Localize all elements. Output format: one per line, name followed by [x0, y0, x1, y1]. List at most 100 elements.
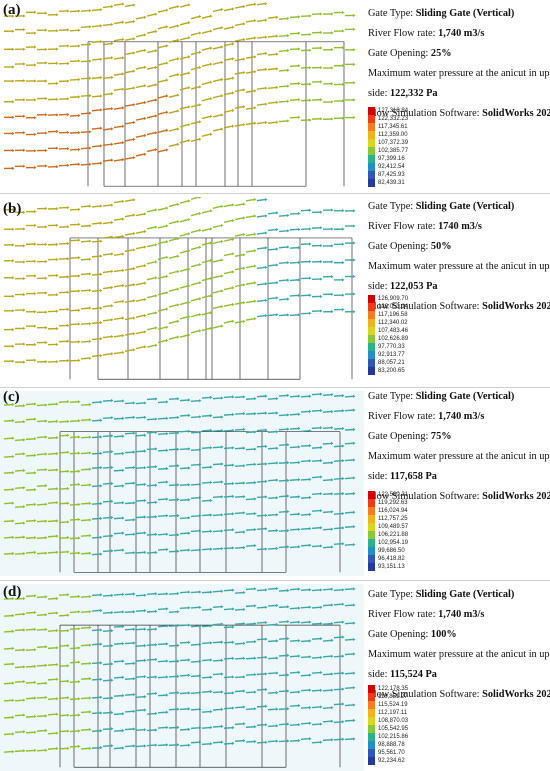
flow-arrow — [322, 546, 332, 549]
flow-arrow — [289, 82, 299, 85]
flow-arrowhead — [12, 629, 15, 633]
flow-arrow — [223, 58, 233, 62]
flow-arrow — [14, 469, 24, 472]
flow-arrowhead — [23, 62, 26, 66]
flow-arrow — [36, 696, 46, 699]
pressure-legend-d: 122,178.35 118,851.27 115,524.19 112,197.11… — [368, 685, 448, 767]
flow-arrow — [223, 464, 233, 467]
flow-arrow — [168, 255, 178, 260]
flow-arrowhead — [100, 8, 103, 12]
flow-arrowhead — [111, 678, 114, 682]
flow-arrowhead — [100, 729, 103, 733]
flow-arrowhead — [298, 211, 301, 216]
flow-arrow — [113, 517, 123, 520]
flow-arrow — [267, 248, 277, 251]
flow-arrow — [3, 502, 13, 505]
flow-arrowhead — [155, 675, 158, 679]
flow-arrowhead — [188, 333, 191, 337]
flow-arrowhead — [155, 447, 158, 451]
legend-swatch — [368, 179, 375, 187]
flow-arrow — [14, 629, 24, 632]
flow-arrow — [344, 638, 354, 641]
flow-arrow — [256, 705, 266, 708]
flow-arrow — [69, 611, 79, 614]
flow-arrow — [168, 675, 178, 678]
flow-arrowhead — [331, 117, 334, 121]
flow-arrowhead — [122, 484, 125, 488]
flow-arrow — [157, 744, 167, 747]
flow-arrowhead — [309, 527, 312, 531]
flow-arrow — [234, 105, 244, 109]
flow-arrowhead — [320, 117, 323, 121]
flow-arrow — [91, 502, 101, 505]
flow-arrow — [223, 413, 233, 416]
flow-arrowhead — [287, 605, 290, 609]
flow-arrowhead — [177, 254, 180, 258]
flow-arrowhead — [56, 293, 59, 297]
flow-arrowhead — [210, 498, 213, 503]
flow-arrow — [146, 277, 156, 281]
flow-arrowhead — [221, 239, 224, 244]
flow-arrow — [333, 394, 343, 397]
legend-value: 107,372.39 — [378, 140, 409, 146]
flow-arrow — [113, 593, 123, 596]
flow-arrow — [102, 286, 112, 290]
flow-arrowhead — [232, 42, 235, 46]
flow-arrow — [25, 731, 35, 734]
flow-arrowhead — [342, 409, 345, 413]
flow-arrowhead — [56, 746, 59, 751]
flow-arrowhead — [89, 257, 92, 261]
flow-arrowhead — [122, 20, 125, 24]
flow-arrow — [179, 87, 189, 91]
flow-arrow — [124, 451, 134, 454]
flow-arrow — [289, 65, 299, 68]
flow-arrowhead — [276, 603, 279, 608]
flow-arrowhead — [265, 495, 268, 499]
flow-arrow — [113, 660, 123, 663]
flow-arrowhead — [34, 242, 37, 246]
legend-value: 95,561.70 — [378, 750, 405, 756]
opening-line: Gate Opening: 75% — [368, 431, 550, 443]
flow-arrowhead — [111, 727, 114, 731]
flow-arrow — [245, 605, 255, 608]
pressure-line: side: 117,658 Pa — [368, 471, 550, 483]
flow-arrow — [190, 298, 200, 302]
flow-arrow — [256, 514, 266, 517]
flow-arrowhead — [199, 529, 202, 533]
flow-arrowhead — [331, 510, 334, 514]
flow-arrowhead — [232, 57, 235, 61]
flow-arrowhead — [177, 483, 180, 487]
gate-type-value: Sliding Gate (Vertical) — [415, 589, 515, 600]
flow-arrowhead — [67, 9, 70, 13]
flow-arrow — [278, 606, 288, 609]
flow-arrow — [3, 419, 13, 422]
flow-arrow — [36, 404, 46, 407]
flow-arrowhead — [56, 81, 59, 85]
flow-arrowhead — [122, 56, 125, 60]
flow-arrowhead — [353, 274, 356, 279]
flow-arrowhead — [12, 29, 15, 33]
flow-arrow — [223, 43, 233, 47]
flow-arrowhead — [342, 444, 345, 448]
flow-arrowhead — [45, 206, 48, 211]
flow-arrowhead — [232, 124, 235, 128]
flow-arrow — [201, 210, 211, 214]
legend-swatch — [368, 295, 375, 303]
flow-arrowhead — [155, 515, 158, 519]
flow-arrow — [245, 640, 255, 643]
flow-arrowhead — [298, 545, 301, 549]
flow-arrow — [146, 244, 156, 248]
flow-arrowhead — [221, 223, 224, 228]
opening-label: Gate Opening: — [368, 629, 431, 640]
flow-arrowhead — [111, 710, 114, 715]
flow-arrow — [179, 4, 189, 8]
flow-arrowhead — [56, 360, 59, 364]
flow-arrow — [256, 548, 266, 551]
flow-arrow — [102, 435, 112, 438]
gate-type-value: Sliding Gate (Vertical) — [415, 8, 515, 19]
flow-arrow — [36, 468, 46, 471]
flow-arrow — [267, 16, 277, 19]
flow-arrow — [311, 446, 321, 449]
flow-arrow — [146, 418, 156, 421]
flow-arrowhead — [254, 707, 257, 711]
